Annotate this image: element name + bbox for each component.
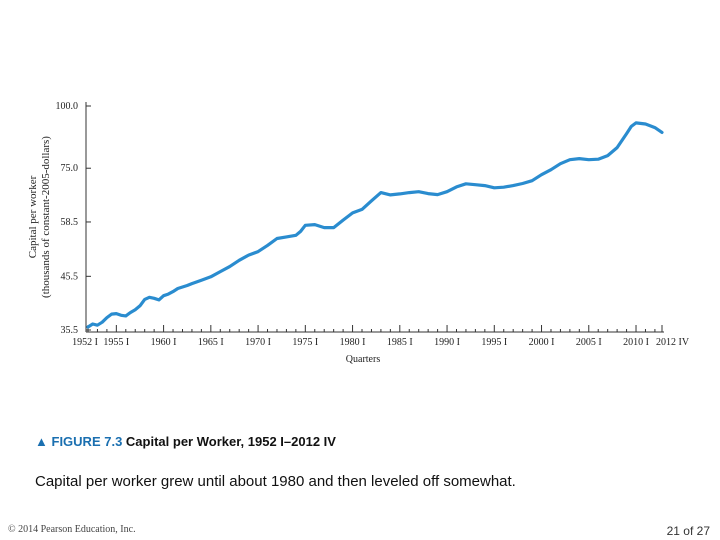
x-tick-label: 1980 I [340, 337, 366, 348]
figure-description: Capital per worker grew until about 1980… [35, 473, 516, 490]
x-tick-label: 2012 IV [656, 337, 690, 348]
capital-per-worker-chart: 35.5 45.5 58.5 75.0 100.0 1952 I 1955 I 1960 I… [27, 101, 690, 365]
series-layer [86, 121, 664, 329]
y-axis: 35.5 45.5 58.5 75.0 100.0 [56, 101, 91, 336]
x-tick-label: 1995 I [481, 337, 507, 348]
y-tick-label: 58.5 [61, 217, 79, 228]
x-tick-label: 1990 I [434, 337, 460, 348]
x-tick-label: 1970 I [245, 337, 271, 348]
x-tick-label: 1960 I [151, 337, 177, 348]
x-axis-title: Quarters [346, 354, 381, 365]
x-tick-label: 1952 I [72, 337, 98, 348]
y-tick-label: 35.5 [61, 325, 79, 336]
x-tick-label: 1955 I [103, 337, 129, 348]
x-tick-label: 2010 I [623, 337, 649, 348]
figure-caption: ▲ FIGURE 7.3 Capital per Worker, 1952 I–… [35, 434, 336, 449]
x-tick-label: 1975 I [292, 337, 318, 348]
y-tick-label: 100.0 [56, 101, 79, 112]
x-axis: 1952 I 1955 I 1960 I 1965 I 1970 I 1975 I 1980… [72, 325, 690, 348]
y-axis-title-line-2: (thousands of constant-2005-dollars) [40, 136, 52, 298]
capital-per-worker-line [86, 121, 664, 329]
x-tick-label: 2000 I [529, 337, 555, 348]
x-tick-label: 2005 I [576, 337, 602, 348]
y-tick-label: 45.5 [61, 271, 79, 282]
figure-number: FIGURE 7.3 [51, 434, 123, 449]
y-axis-title: Capital per worker (thousands of constan… [27, 136, 52, 298]
caption-triangle-icon: ▲ [35, 434, 48, 449]
page-number: 21 of 27 [666, 524, 710, 538]
y-tick-label: 75.0 [61, 163, 79, 174]
y-axis-title-line-1: Capital per worker [27, 175, 39, 258]
x-tick-label: 1965 I [198, 337, 224, 348]
figure-title: Capital per Worker, 1952 I–2012 IV [125, 434, 336, 449]
copyright-notice: © 2014 Pearson Education, Inc. [8, 524, 136, 535]
x-tick-label: 1985 I [387, 337, 413, 348]
